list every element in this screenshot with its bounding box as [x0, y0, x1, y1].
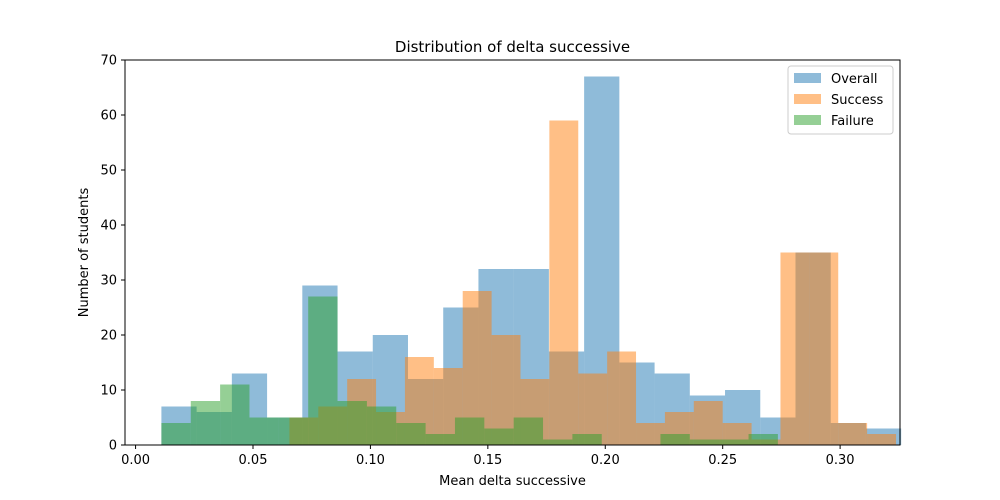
bar-success-18: [809, 252, 839, 445]
legend-swatch-overall: [794, 73, 821, 83]
bar-success-17: [780, 252, 810, 445]
x-tick-label: 0.20: [591, 453, 620, 468]
bar-failure-12: [513, 417, 544, 445]
y-tick-label: 0: [109, 439, 117, 454]
y-tick-label: 30: [100, 274, 117, 289]
x-tick-label: 0.25: [708, 453, 737, 468]
y-tick-label: 70: [100, 54, 117, 69]
bar-success-19: [838, 423, 868, 445]
x-tick-label: 0.00: [121, 453, 150, 468]
bar-failure-10: [454, 417, 485, 445]
plot-frame: [124, 59, 901, 446]
x-axis-ticks: 0.00 0.05 0.10 0.15 0.20 0.25 0.30: [121, 445, 855, 468]
x-tick-label: 0.10: [356, 453, 385, 468]
bar-failure-2: [220, 384, 250, 445]
bar-failure-14: [572, 434, 602, 445]
bar-failure-3: [249, 417, 279, 445]
bar-failure-18: [689, 439, 720, 445]
bar-success-10: [578, 373, 608, 445]
legend-swatch-success: [794, 94, 821, 104]
x-tick-label: 0.15: [473, 453, 502, 468]
bar-failure-20: [748, 434, 778, 445]
bar-failure-8: [396, 423, 426, 445]
y-axis-ticks: 0 10 20 30 40 50 60 70: [100, 54, 125, 454]
bar-failure-1: [190, 401, 221, 445]
y-tick-label: 40: [100, 219, 117, 234]
bar-failure-13: [543, 439, 573, 445]
bars-layer: [161, 76, 902, 445]
legend-swatch-failure: [794, 115, 821, 125]
legend: Overall Success Failure: [787, 65, 894, 135]
bar-failure-19: [719, 439, 749, 445]
bar-failure-4: [278, 417, 309, 445]
bar-failure-17: [660, 434, 690, 445]
bar-failure-11: [484, 428, 514, 445]
bar-success-11: [607, 351, 637, 445]
legend-label-failure: Failure: [831, 114, 874, 129]
x-axis-label: Mean delta successive: [439, 474, 586, 489]
bar-success-9: [549, 120, 579, 445]
y-axis-label: Number of students: [77, 188, 92, 318]
y-tick-label: 50: [100, 164, 117, 179]
bar-success-12: [636, 423, 665, 445]
chart-title: Distribution of delta successive: [395, 38, 630, 56]
bar-failure-6: [337, 401, 367, 445]
y-tick-label: 10: [100, 384, 117, 399]
legend-label-overall: Overall: [831, 72, 877, 87]
bar-failure-7: [366, 406, 397, 445]
legend-label-success: Success: [831, 93, 884, 108]
bar-failure-9: [425, 434, 455, 445]
bar-success-14: [693, 401, 723, 445]
bar-failure-0: [161, 423, 191, 445]
x-tick-label: 0.05: [239, 453, 268, 468]
y-tick-label: 60: [100, 109, 117, 124]
y-tick-label: 20: [100, 329, 117, 344]
x-tick-label: 0.30: [826, 453, 855, 468]
bar-success-20: [867, 434, 897, 445]
bar-failure-5: [308, 296, 338, 445]
